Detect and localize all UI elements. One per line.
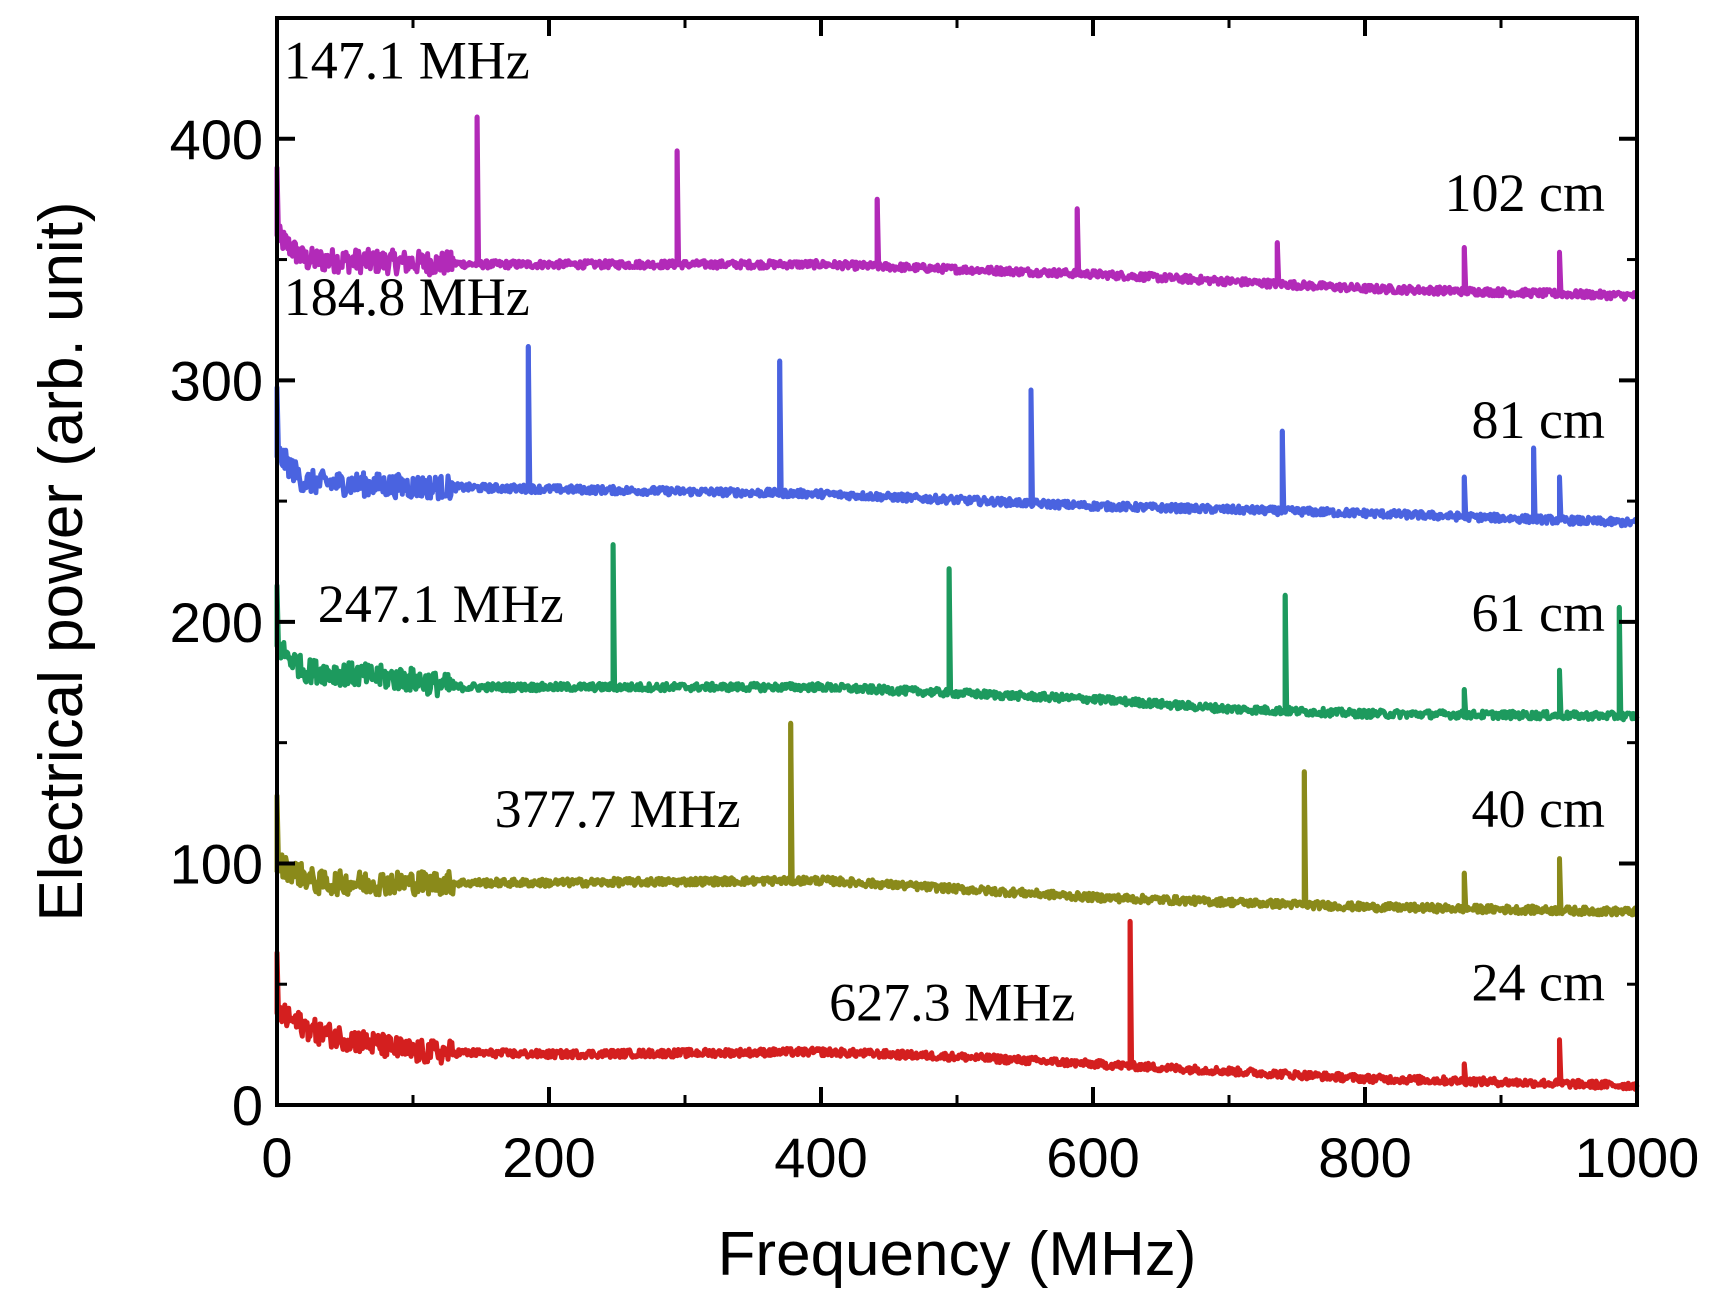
x-tick-label: 1000	[1575, 1126, 1700, 1189]
series-61-cm	[274, 542, 1640, 723]
fundamental-frequency-label: 147.1 MHz	[284, 30, 530, 90]
series-line	[274, 114, 1639, 302]
y-tick-label: 100	[170, 832, 263, 895]
series-length-label: 24 cm	[1472, 953, 1605, 1013]
y-tick-label: 300	[170, 349, 263, 412]
series-line	[274, 344, 1639, 529]
plot-frame	[275, 16, 1639, 1107]
x-tick-label: 200	[502, 1126, 595, 1189]
labels-layer: 0 200 400 600 800 1000 0 100 200 300 400 102 cm 147.…	[170, 30, 1700, 1189]
series-line	[274, 720, 1639, 918]
series-81-cm	[274, 344, 1639, 529]
ticks-layer	[275, 18, 1639, 1107]
series-length-label: 102 cm	[1445, 163, 1605, 223]
series-length-label: 81 cm	[1472, 390, 1605, 450]
fundamental-frequency-label: 377.7 MHz	[495, 779, 741, 839]
series-length-label: 40 cm	[1472, 779, 1605, 839]
fundamental-frequency-label: 184.8 MHz	[284, 267, 530, 327]
series-line	[274, 542, 1640, 723]
fundamental-frequency-label: 247.1 MHz	[318, 574, 564, 634]
series-40-cm	[274, 720, 1639, 918]
series-length-label: 61 cm	[1472, 583, 1605, 643]
x-tick-label: 0	[261, 1126, 292, 1189]
fundamental-frequency-label: 627.3 MHz	[829, 972, 1075, 1032]
y-tick-label: 200	[170, 591, 263, 654]
x-tick-label: 600	[1046, 1126, 1139, 1189]
series-layer	[274, 114, 1640, 1092]
y-axis-title: Electrical power (arb. unit)	[27, 201, 96, 921]
series-line	[274, 918, 1640, 1092]
y-tick-label: 0	[232, 1074, 263, 1137]
y-tick-label: 400	[170, 108, 263, 171]
x-axis-title: Frequency (MHz)	[718, 1220, 1197, 1289]
x-tick-label: 400	[774, 1126, 867, 1189]
x-tick-label: 800	[1318, 1126, 1411, 1189]
series-102-cm	[274, 114, 1639, 302]
